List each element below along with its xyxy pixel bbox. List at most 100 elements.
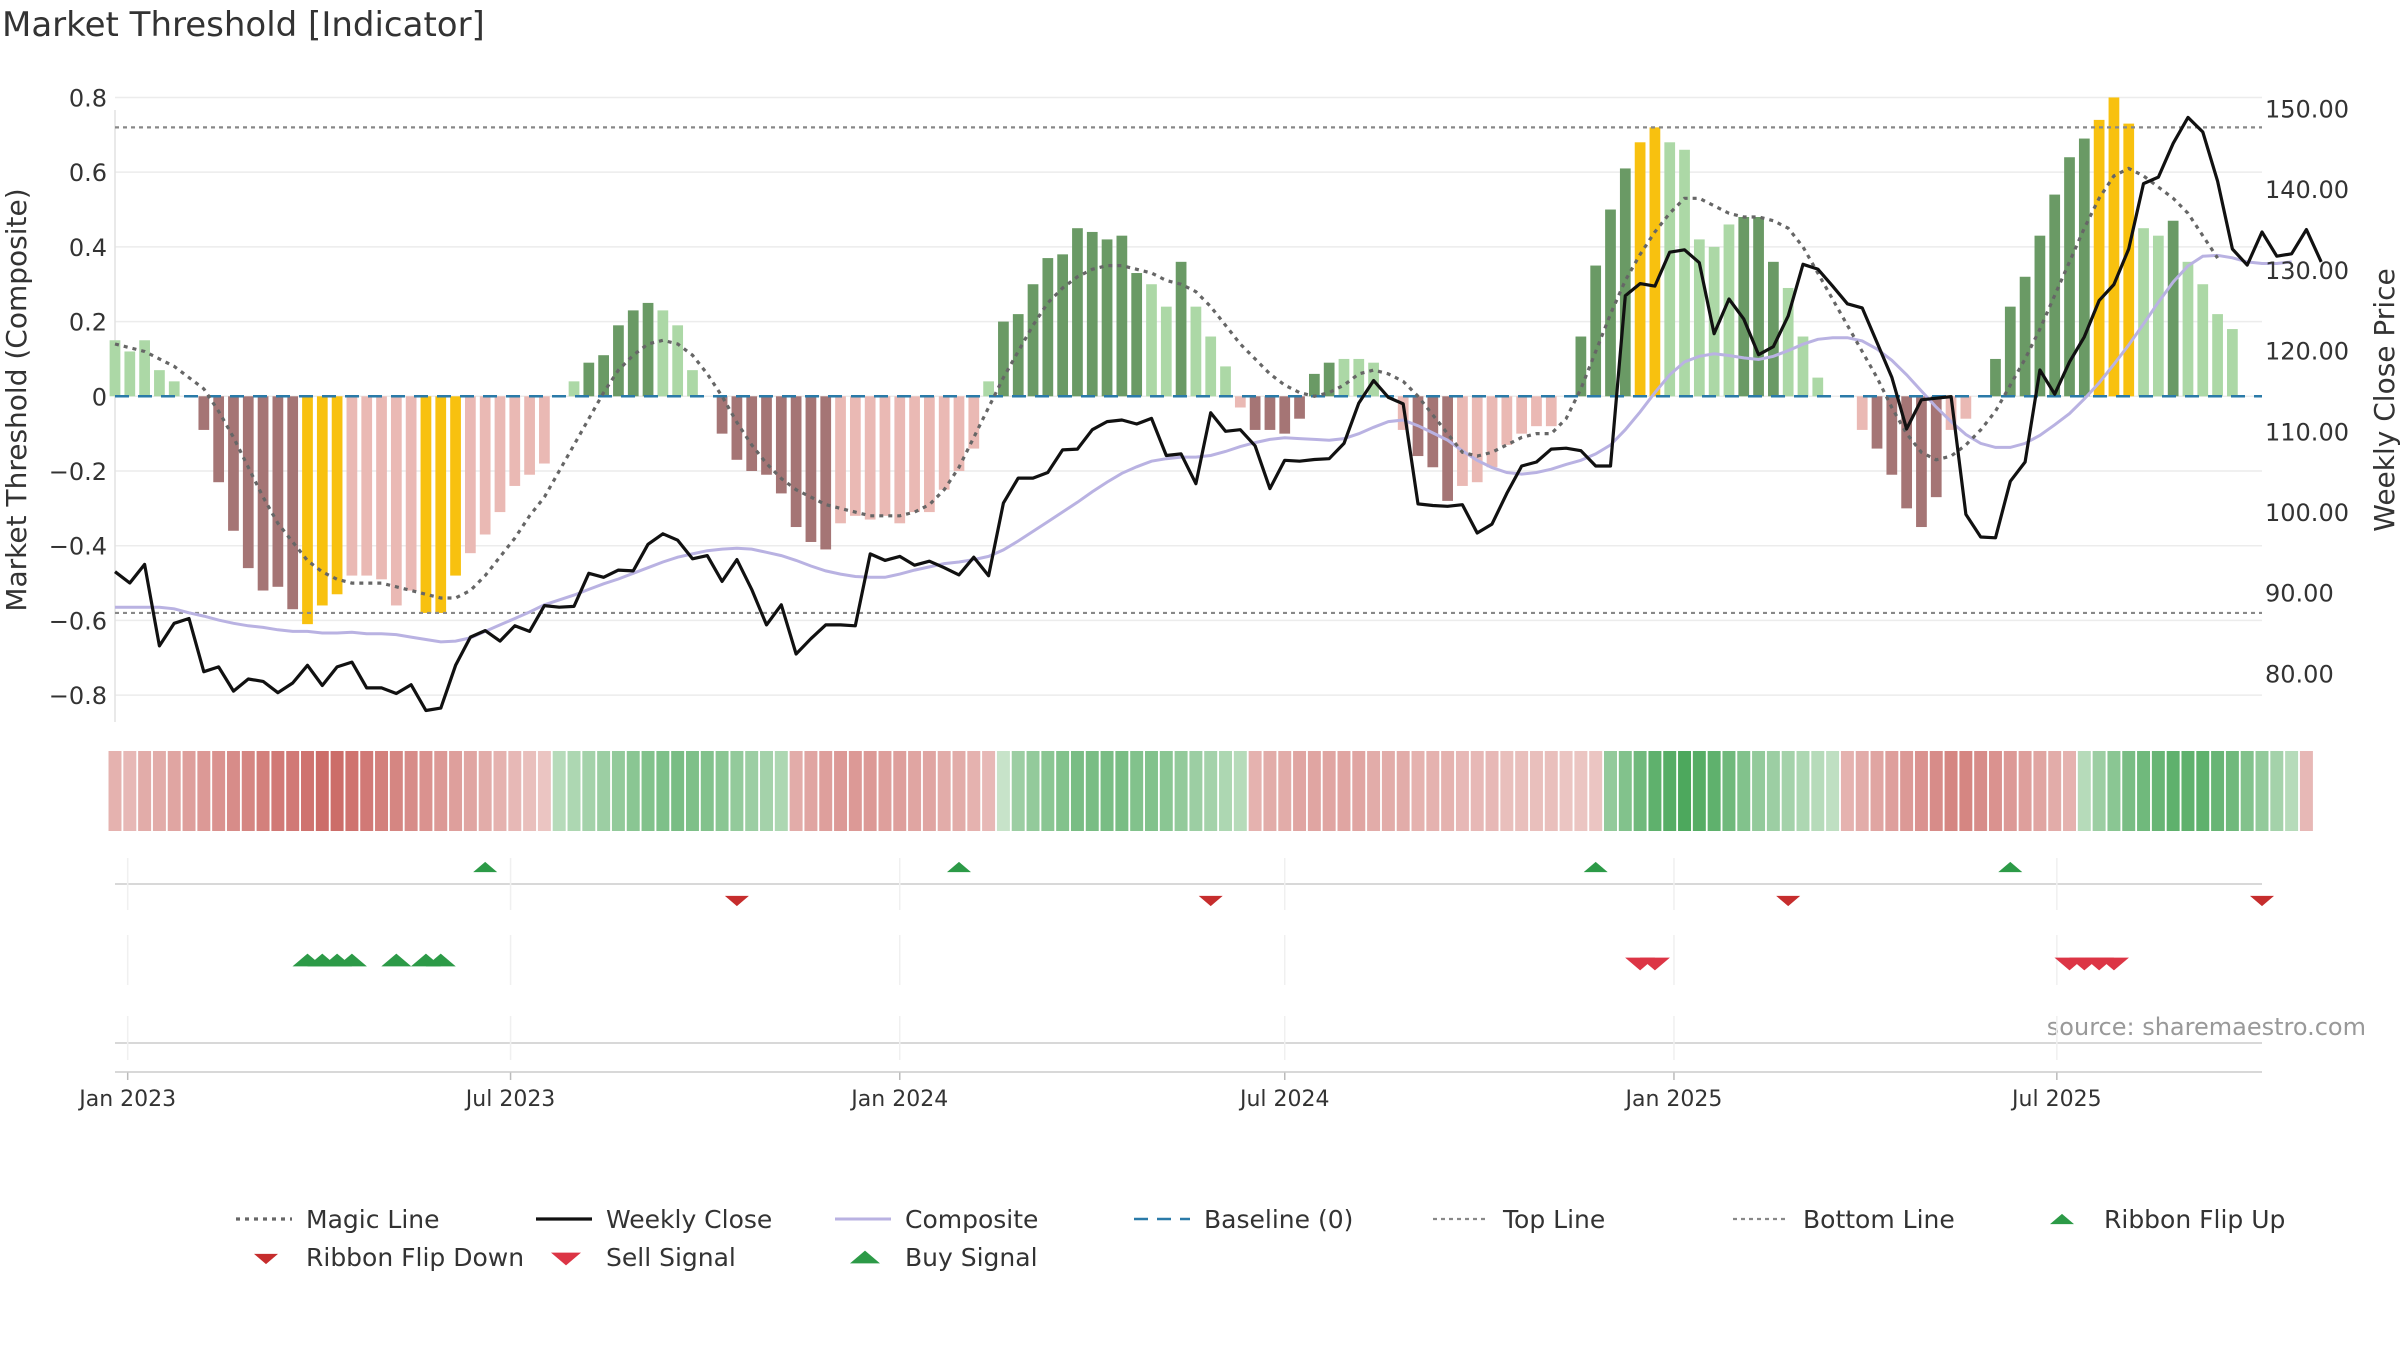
histogram-bar xyxy=(1249,396,1261,430)
ribbon-cell xyxy=(745,751,759,831)
ribbon-cell xyxy=(1115,751,1129,831)
ribbon-cell xyxy=(1070,751,1084,831)
ribbon-cell xyxy=(167,751,181,831)
x-tick-label: Jan 2024 xyxy=(849,1087,948,1112)
ribbon-cell xyxy=(671,751,685,831)
ribbon-cell xyxy=(271,751,285,831)
ribbon-cell xyxy=(523,751,537,831)
histogram-bar xyxy=(1190,306,1202,397)
signal-rows xyxy=(115,858,2274,1073)
ribbon-cell xyxy=(463,751,477,831)
histogram-bar xyxy=(242,396,254,569)
legend-label: Sell Signal xyxy=(606,1243,736,1272)
histogram-bar xyxy=(228,396,239,531)
ribbon-cell xyxy=(1159,751,1173,831)
ribbon-cell xyxy=(567,751,581,831)
legend-label: Magic Line xyxy=(306,1205,440,1234)
ribbon-cell xyxy=(626,751,640,831)
legend-label: Weekly Close xyxy=(606,1205,772,1234)
ribbon-cell xyxy=(1381,751,1395,831)
ribbon-cell xyxy=(1959,751,1973,831)
ribbon-flip-up-marker xyxy=(1998,861,2023,873)
ribbon-cell xyxy=(1352,751,1366,831)
histogram-bars xyxy=(109,97,2238,625)
histogram-bar xyxy=(1531,396,1542,427)
ribbon-cell xyxy=(2166,751,2180,831)
histogram-bar xyxy=(2138,228,2149,397)
histogram-bar xyxy=(1131,273,1143,397)
histogram-bar xyxy=(1279,396,1291,434)
ribbon-cell xyxy=(1737,751,1751,831)
ribbon-cell xyxy=(582,751,596,831)
ribbon-cell xyxy=(1678,751,1692,831)
ribbon-cell xyxy=(2033,751,2047,831)
ribbon-cell xyxy=(2285,751,2299,831)
ribbon-cell xyxy=(1633,751,1647,831)
histogram-bar xyxy=(2123,123,2135,397)
ribbon-cell xyxy=(922,751,936,831)
histogram-bar xyxy=(2197,284,2209,397)
histogram-bar xyxy=(524,396,535,475)
ribbon-cell xyxy=(1766,751,1780,831)
histogram-bar xyxy=(1708,246,1720,397)
histogram-bar xyxy=(1442,396,1453,501)
histogram-bar xyxy=(1220,366,1231,397)
ribbon-cell xyxy=(1411,751,1425,831)
ribbon-cell xyxy=(952,751,966,831)
histogram-bar xyxy=(775,396,787,494)
histogram-bar xyxy=(1990,358,2001,397)
histogram-bar xyxy=(1634,142,1646,397)
ribbon-cell xyxy=(1944,751,1958,831)
ribbon-cell xyxy=(1663,751,1677,831)
histogram-bar xyxy=(1797,336,1809,397)
histogram-bar xyxy=(1160,306,1172,397)
ribbon-cell xyxy=(715,751,729,831)
histogram-bar xyxy=(405,396,417,591)
legend-label: Top Line xyxy=(1502,1205,1605,1234)
ribbon-cell xyxy=(1796,751,1810,831)
histogram-bar xyxy=(494,396,506,513)
ribbon-cell xyxy=(375,751,389,831)
ribbon-flip-down-marker xyxy=(2250,895,2274,907)
y-tick-label: 0.8 xyxy=(69,84,107,112)
ribbon-cell xyxy=(478,751,492,831)
histogram-bar xyxy=(909,396,920,513)
ribbon-cell xyxy=(301,751,314,831)
histogram-bar xyxy=(124,351,136,397)
histogram-bar xyxy=(450,396,461,576)
legend-swatch xyxy=(2050,1213,2074,1225)
ribbon-cell xyxy=(685,751,699,831)
ribbon-cell xyxy=(730,751,744,831)
ribbon-cell xyxy=(2299,751,2313,831)
ribbon-cell xyxy=(2003,751,2017,831)
histogram-bar xyxy=(1072,228,1083,397)
histogram-bar xyxy=(1146,284,1157,397)
histogram-bar xyxy=(1782,287,1794,397)
ribbon-cell xyxy=(1337,751,1351,831)
histogram-bar xyxy=(968,396,980,449)
legend-item: Sell Signal xyxy=(551,1243,736,1272)
histogram-bar xyxy=(272,396,284,587)
ribbon-cell xyxy=(982,751,996,831)
histogram-bar xyxy=(331,396,343,595)
ribbon-cell xyxy=(1174,751,1188,831)
ribbon-cell xyxy=(1278,751,1292,831)
ribbon-cell xyxy=(1855,751,1869,831)
histogram-bar xyxy=(1116,235,1128,397)
ribbon-flip-down-marker xyxy=(1776,895,1801,907)
y2-tick-label: 130.00 xyxy=(2265,257,2349,285)
ribbon-cell xyxy=(1130,751,1144,831)
ribbon-cell xyxy=(449,751,463,831)
ribbon-flip-up-marker xyxy=(1583,861,1608,873)
ribbon-cell xyxy=(1529,751,1543,831)
ribbon-cell xyxy=(760,751,773,831)
histogram-bar xyxy=(1323,362,1335,397)
ribbon-flip-up-marker xyxy=(473,861,498,873)
histogram-bar xyxy=(1457,396,1468,486)
histogram-bar xyxy=(2108,97,2120,397)
ribbon-cell xyxy=(1455,751,1469,831)
x-tick-label: Jul 2024 xyxy=(1238,1087,1330,1112)
ribbon-cell xyxy=(152,751,166,831)
ribbon-cell xyxy=(1396,751,1410,831)
ribbon-cell xyxy=(552,751,566,831)
